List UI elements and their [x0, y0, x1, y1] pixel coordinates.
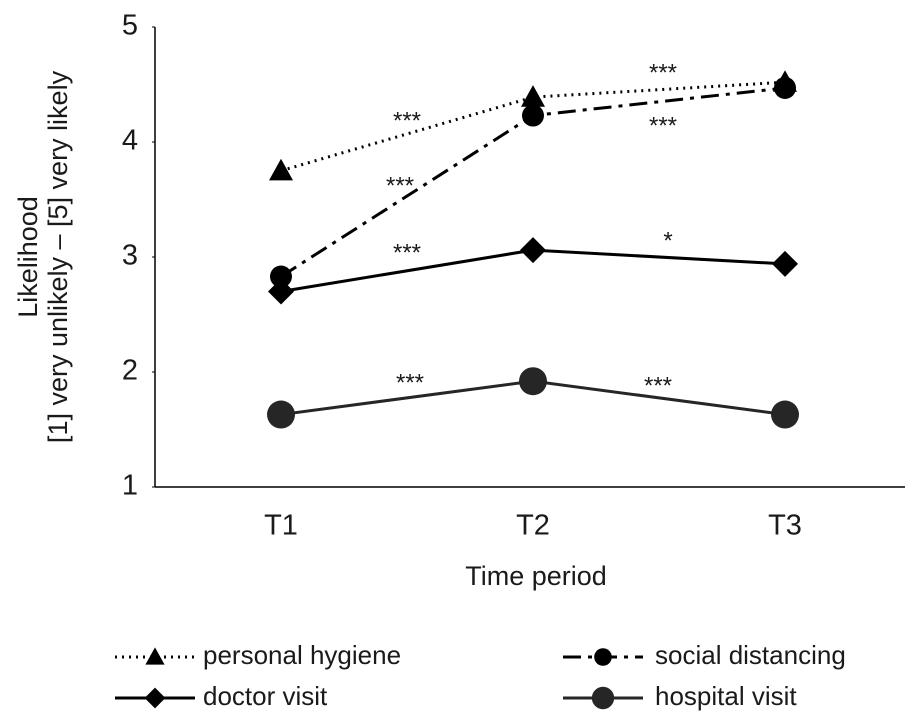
- y-tick-label: 4: [122, 125, 138, 157]
- marker: [519, 367, 547, 396]
- y-tick-label: 1: [122, 470, 138, 502]
- legend-label: social distancing: [655, 640, 846, 670]
- x-axis-title: Time period: [465, 561, 607, 591]
- y-axis-title-line: [1] very unlikely – [5] very likely: [43, 70, 73, 443]
- y-axis-title-line: Likelihood: [13, 196, 43, 318]
- x-tick-label: T1: [264, 510, 298, 542]
- y-axis-title: Likelihood [1] very unlikely – [5] very …: [13, 70, 73, 443]
- legend-label: personal hygiene: [203, 640, 401, 670]
- marker: [270, 265, 292, 288]
- legend-label: hospital visit: [655, 681, 797, 711]
- legend-label: doctor visit: [203, 681, 328, 711]
- marker: [269, 158, 293, 181]
- legend-marker: [594, 648, 612, 666]
- annotation: *: [663, 227, 672, 254]
- annotation: ***: [644, 372, 672, 399]
- marker: [771, 400, 799, 429]
- marker: [522, 104, 544, 127]
- x-tick-label: T2: [516, 510, 550, 542]
- y-tick-label: 5: [122, 10, 138, 42]
- annotation: ***: [396, 369, 424, 396]
- y-tick-label: 2: [122, 355, 138, 387]
- annotation: ***: [649, 112, 677, 139]
- marker: [521, 85, 545, 107]
- legend-marker: [145, 647, 165, 665]
- marker: [267, 400, 295, 429]
- annotation: ***: [393, 107, 421, 134]
- x-tick-label: T3: [768, 510, 802, 542]
- annotation: ***: [393, 239, 421, 266]
- annotation: ***: [649, 59, 677, 86]
- annotation: ***: [386, 172, 414, 199]
- legend-marker: [144, 687, 166, 709]
- marker: [772, 250, 798, 277]
- y-tick-label: 3: [122, 240, 138, 272]
- marker: [268, 278, 294, 305]
- marker: [774, 76, 796, 99]
- marker: [520, 237, 546, 264]
- legend-marker: [591, 686, 615, 710]
